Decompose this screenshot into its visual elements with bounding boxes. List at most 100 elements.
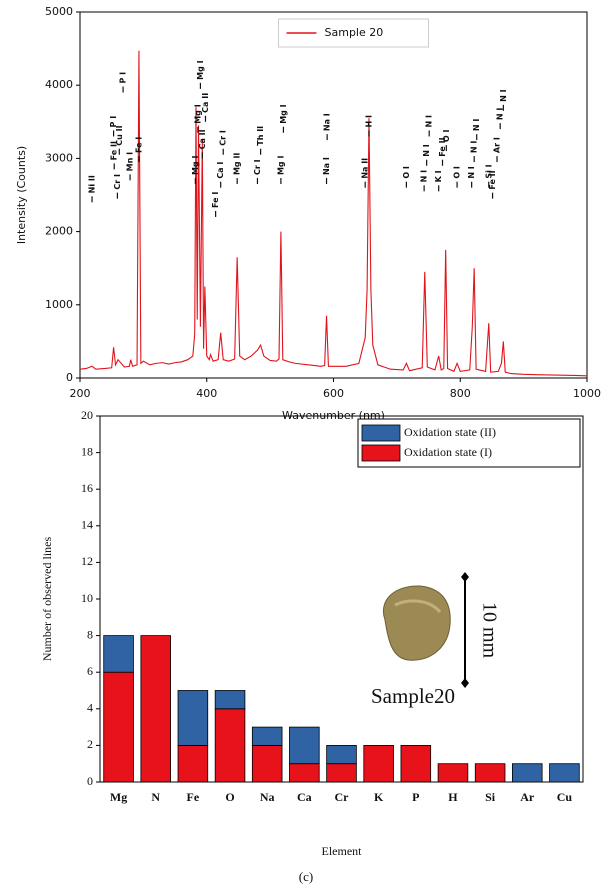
x-tick-label: H bbox=[448, 790, 458, 804]
annotation: Na I bbox=[322, 157, 331, 175]
annotation: Fe I bbox=[134, 137, 143, 153]
annotation: Fe II bbox=[438, 137, 447, 156]
plot-frame bbox=[79, 11, 588, 379]
y-tick-label: 0 bbox=[66, 371, 73, 384]
bar bbox=[214, 708, 246, 783]
bar bbox=[363, 745, 394, 783]
y-tick-label: 2000 bbox=[45, 225, 73, 238]
y-tick-label: 2 bbox=[87, 737, 93, 751]
annotation: O I bbox=[442, 129, 451, 142]
annotation: N I bbox=[422, 144, 431, 156]
bar bbox=[437, 763, 469, 783]
annotation: H I bbox=[364, 115, 373, 127]
annotation: Cr I bbox=[253, 159, 262, 175]
annotation: Mg I bbox=[191, 156, 200, 175]
y-tick-label: 18 bbox=[81, 444, 93, 458]
bar bbox=[177, 690, 209, 746]
y-tick-label: 3000 bbox=[45, 151, 73, 164]
bar bbox=[103, 635, 134, 673]
annotation: Th II bbox=[256, 126, 265, 146]
annotation: Si I bbox=[484, 164, 493, 178]
y-axis-label: Number of observed lines bbox=[40, 537, 54, 662]
annotation: Mn I bbox=[126, 152, 135, 171]
annotation: O I bbox=[402, 166, 411, 179]
plot-frame bbox=[99, 415, 584, 783]
annotation: Cr I bbox=[113, 174, 122, 190]
annotation: P I bbox=[119, 72, 128, 84]
bar bbox=[214, 690, 246, 710]
annotation: Fe I bbox=[211, 192, 220, 208]
sample-highlight bbox=[394, 599, 442, 614]
annotation: O I bbox=[453, 166, 462, 179]
y-tick-label: 14 bbox=[81, 518, 93, 532]
chart: 0 2 4 6 8 10 12 14 16 18 20 Element Number of observ… bbox=[40, 408, 584, 858]
x-tick-label: 800 bbox=[450, 387, 471, 400]
bar bbox=[177, 745, 209, 783]
bar bbox=[103, 671, 134, 783]
y-tick-label: 10 bbox=[81, 591, 93, 605]
caption: (c) bbox=[299, 869, 313, 884]
annotation: N I bbox=[467, 166, 476, 178]
annotation: Ni II bbox=[88, 175, 97, 193]
annotation: N I bbox=[472, 119, 481, 131]
x-tick-label: Cr bbox=[335, 790, 350, 804]
annotation: Na II bbox=[361, 158, 370, 179]
x-tick-label: Ca bbox=[297, 790, 312, 804]
legend-label: Oxidation state (II) bbox=[404, 425, 496, 439]
bar bbox=[326, 763, 357, 783]
annotation: Ca II bbox=[198, 129, 207, 149]
annotation: Fe II bbox=[110, 141, 119, 160]
annotation: N I bbox=[420, 170, 429, 182]
annotation: Ar I bbox=[493, 137, 502, 153]
bar bbox=[326, 745, 357, 765]
inset: 10 mm Sample20 bbox=[371, 572, 500, 708]
y-tick-label: 5000 bbox=[45, 5, 73, 18]
inset-label: Sample20 bbox=[371, 684, 455, 708]
x-tick-label: N bbox=[151, 790, 160, 804]
legend-label: Sample 20 bbox=[325, 26, 384, 39]
x-tick-label: P bbox=[412, 790, 419, 804]
x-axis-label: Element bbox=[322, 844, 363, 858]
annotation: Mg I bbox=[279, 104, 288, 123]
y-tick-label: 20 bbox=[81, 408, 93, 422]
annotation: Mg II bbox=[233, 153, 242, 175]
annotation: K I bbox=[434, 170, 443, 182]
y-tick-label: 6 bbox=[87, 664, 93, 678]
spectrum-line bbox=[79, 50, 588, 377]
sample-photo bbox=[383, 585, 451, 661]
bar bbox=[289, 726, 320, 765]
annotation: Fe II bbox=[488, 170, 497, 189]
x-tick-label: Mg bbox=[110, 790, 127, 804]
x-tick-label: Cu bbox=[557, 790, 573, 804]
annotation: P I bbox=[109, 116, 118, 128]
annotation: N I bbox=[499, 89, 508, 101]
legend-swatch bbox=[361, 424, 401, 442]
x-tick-label: Si bbox=[485, 790, 496, 804]
annotation: Ca I bbox=[216, 162, 225, 179]
x-tick-label: 600 bbox=[323, 387, 344, 400]
annotation: N I bbox=[496, 108, 505, 120]
annotation: Mg I bbox=[276, 156, 285, 175]
y-tick-label: 16 bbox=[81, 481, 93, 495]
x-tick-label: O bbox=[225, 790, 234, 804]
bar bbox=[512, 763, 543, 783]
y-axis-label: Intensity (Counts) bbox=[15, 146, 28, 244]
y-tick-label: 0 bbox=[87, 774, 93, 788]
annotation: N I bbox=[470, 141, 479, 153]
y-tick-label: 4000 bbox=[45, 78, 73, 91]
y-tick-label: 1000 bbox=[45, 298, 73, 311]
annotation: Cu II bbox=[115, 125, 124, 145]
bar bbox=[289, 763, 320, 783]
legend-label: Oxidation state (I) bbox=[404, 445, 492, 459]
x-tick-label: Na bbox=[260, 790, 275, 804]
x-tick-label: Ar bbox=[520, 790, 535, 804]
x-tick-label: 1000 bbox=[573, 387, 601, 400]
y-tick-label: 8 bbox=[87, 627, 93, 641]
bar bbox=[140, 635, 171, 783]
x-tick-label: 400 bbox=[196, 387, 217, 400]
scale-label: 10 mm bbox=[478, 602, 500, 659]
x-tick-label: Fe bbox=[187, 790, 200, 804]
bar bbox=[549, 763, 580, 783]
